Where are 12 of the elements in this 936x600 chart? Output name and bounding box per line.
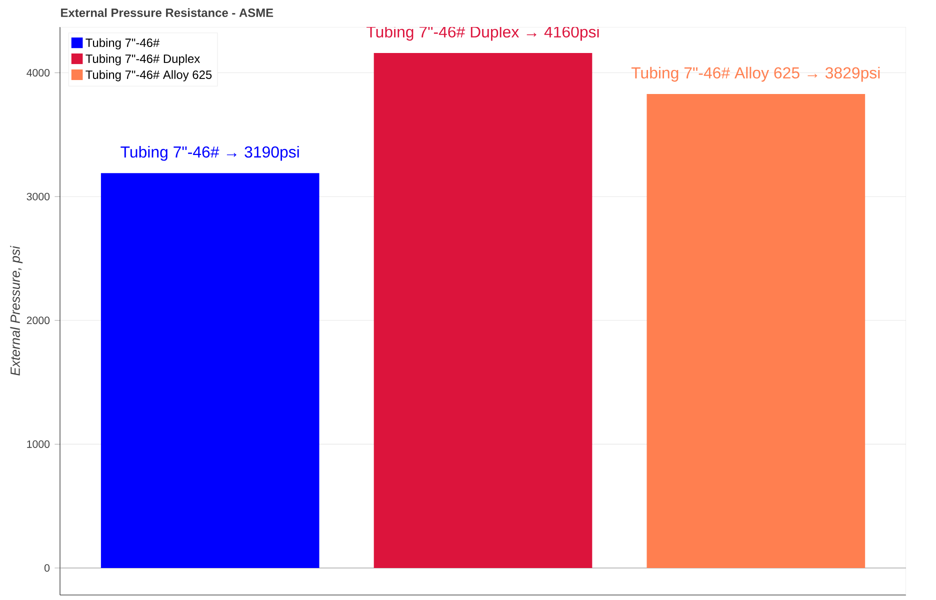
y-tick-label: 0 <box>44 564 50 572</box>
legend-label: Tubing 7"-46# Alloy 625 <box>86 70 212 82</box>
data-label: Tubing 7"-46# → 3190psi <box>120 146 299 161</box>
y-tick-label: 1000 <box>27 440 50 448</box>
y-tick-label: 4000 <box>26 69 50 77</box>
y-axis-title: External Pressure, psi <box>10 246 23 376</box>
y-tick-label: 3000 <box>26 192 50 200</box>
legend-label: Tubing 7"-46# Duplex <box>86 54 200 66</box>
chart-title: External Pressure Resistance - ASME <box>61 8 274 18</box>
data-label: Tubing 7"-46# Alloy 625 → 3829psi <box>631 66 880 82</box>
legend-label: Tubing 7"-46# <box>86 38 160 50</box>
y-tick-label: 2000 <box>26 316 50 324</box>
